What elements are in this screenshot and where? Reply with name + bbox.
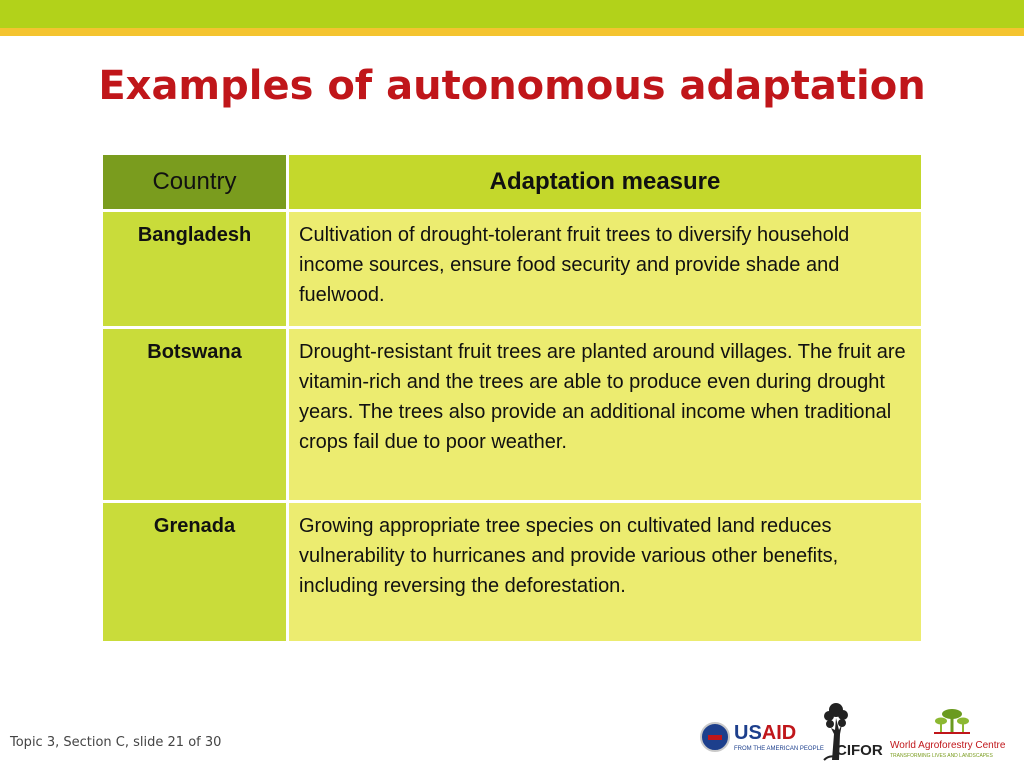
table-row: Grenada Growing appropriate tree species… [100, 500, 924, 644]
usaid-seal-icon [700, 722, 730, 752]
slide-footer-info: Topic 3, Section C, slide 21 of 30 [10, 735, 222, 750]
icraf-name: World Agroforestry Centre [890, 740, 1006, 751]
cifor-wordmark: CIFOR [836, 742, 883, 759]
icraf-trees-icon [934, 709, 970, 734]
table-row: Botswana Drought-resistant fruit trees a… [100, 326, 924, 503]
header-adaptation-measure: Adaptation measure [286, 152, 924, 212]
slide-title: Examples of autonomous adaptation [98, 63, 926, 109]
cifor-tree-icon [823, 703, 848, 761]
table-header-row: Country Adaptation measure [100, 152, 924, 212]
usaid-wordmark: USAID [734, 722, 796, 744]
measure-cell: Growing appropriate tree species on cult… [286, 500, 924, 644]
partner-logos: USAID FROM THE AMERICAN PEOPLE CIFOR Wor… [700, 698, 1010, 762]
country-cell: Bangladesh [100, 209, 289, 329]
usaid-tagline: FROM THE AMERICAN PEOPLE [734, 746, 824, 752]
icraf-tagline: TRANSFORMING LIVES AND LANDSCAPES [890, 753, 993, 759]
usaid-logo: USAID FROM THE AMERICAN PEOPLE [700, 720, 824, 760]
country-cell: Grenada [100, 500, 289, 644]
table-row: Bangladesh Cultivation of drought-tolera… [100, 209, 924, 329]
cifor-logo: CIFOR [818, 698, 883, 762]
country-cell: Botswana [100, 326, 289, 503]
top-yellow-band [0, 28, 1024, 36]
adaptation-table: Country Adaptation measure Bangladesh Cu… [100, 152, 924, 644]
header-country: Country [100, 152, 289, 212]
top-green-band [0, 0, 1024, 28]
usaid-us: US [734, 722, 762, 744]
usaid-aid: AID [761, 722, 797, 744]
measure-cell: Drought-resistant fruit trees are plante… [286, 326, 924, 503]
icraf-logo: World Agroforestry Centre TRANSFORMING L… [890, 706, 1010, 762]
measure-cell: Cultivation of drought-tolerant fruit tr… [286, 209, 924, 329]
